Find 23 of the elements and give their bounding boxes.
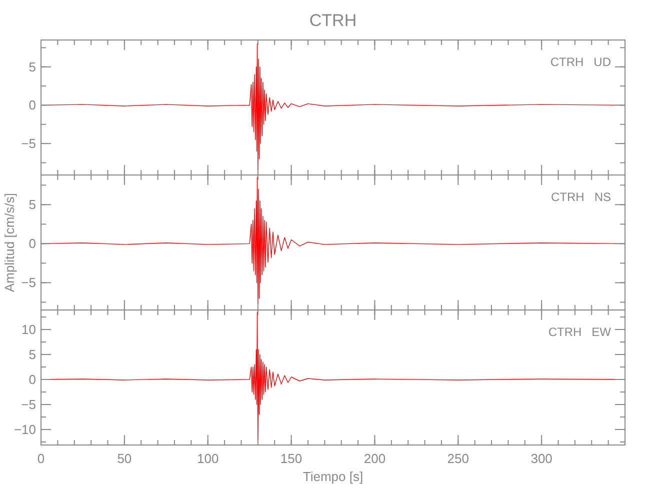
y-tick-label: 5: [28, 197, 36, 212]
x-tick-label: 100: [197, 451, 219, 466]
annotation: CTRH UD: [550, 55, 612, 69]
y-tick-label: −5: [21, 275, 36, 290]
x-tick-label: 250: [447, 451, 469, 466]
x-tick-label: 300: [530, 451, 552, 466]
y-tick-label: 0: [28, 98, 36, 113]
x-axis-title: Tiempo [s]: [302, 469, 364, 484]
y-tick-label: 10: [22, 322, 36, 338]
y-tick-label: 0: [28, 236, 36, 252]
y-tick-label: −10: [14, 422, 36, 438]
y-tick-label: −5: [21, 397, 36, 412]
annotation: CTRH EW: [548, 325, 612, 339]
x-tick-label: 200: [364, 451, 386, 466]
y-tick-label: 5: [28, 347, 36, 362]
y-axis-title: Amplitud [cm/s/s]: [2, 193, 17, 292]
y-tick-label: 5: [28, 59, 36, 74]
x-tick-label: 50: [117, 451, 132, 466]
y-tick-label: −5: [21, 136, 36, 152]
y-tick-label: 0: [28, 372, 36, 388]
x-tick-label: 150: [280, 451, 302, 466]
chart-title: CTRH: [309, 11, 357, 30]
annotation: CTRH NS: [551, 190, 611, 204]
